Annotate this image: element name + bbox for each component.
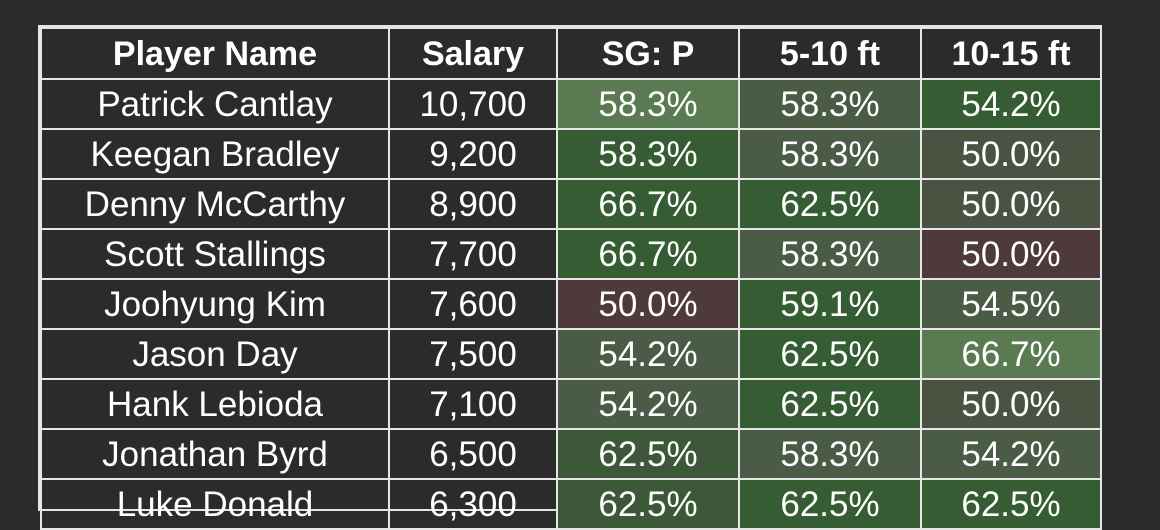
10-15-ft-cell: 50.0%	[920, 178, 1102, 230]
player-name-cell: Denny McCarthy	[40, 178, 390, 230]
5-10-ft-cell: 58.3%	[738, 78, 922, 130]
10-15-ft-cell: 50.0%	[920, 378, 1102, 430]
table-row: Jason Day 7,500 54.2% 62.5% 66.7%	[40, 328, 1102, 380]
salary-cell: 6,300	[388, 478, 558, 530]
salary-cell: 7,500	[388, 328, 558, 380]
sg-p-cell: 58.3%	[556, 128, 740, 180]
sg-p-cell: 62.5%	[556, 428, 740, 480]
10-15-ft-cell: 54.2%	[920, 428, 1102, 480]
5-10-ft-cell: 62.5%	[738, 178, 922, 230]
5-10-ft-cell: 58.3%	[738, 228, 922, 280]
salary-cell: 7,600	[388, 278, 558, 330]
table-row: Joohyung Kim 7,600 50.0% 59.1% 54.5%	[40, 278, 1102, 330]
player-name-cell: Jonathan Byrd	[40, 428, 390, 480]
salary-cell: 6,500	[388, 428, 558, 480]
sg-p-cell: 66.7%	[556, 178, 740, 230]
salary-cell: 10,700	[388, 78, 558, 130]
5-10-ft-cell: 62.5%	[738, 328, 922, 380]
table-row: Hank Lebioda 7,100 54.2% 62.5% 50.0%	[40, 378, 1102, 430]
sg-p-cell: 54.2%	[556, 378, 740, 430]
sg-p-cell: 54.2%	[556, 328, 740, 380]
10-15-ft-cell: 54.5%	[920, 278, 1102, 330]
player-name-cell: Hank Lebioda	[40, 378, 390, 430]
sg-p-cell: 66.7%	[556, 228, 740, 280]
10-15-ft-cell: 54.2%	[920, 78, 1102, 130]
header-salary: Salary	[388, 27, 558, 80]
salary-cell: 7,100	[388, 378, 558, 430]
player-name-cell: Joohyung Kim	[40, 278, 390, 330]
player-name-cell: Scott Stallings	[40, 228, 390, 280]
player-name-cell: Patrick Cantlay	[40, 78, 390, 130]
table-row: Luke Donald 6,300 62.5% 62.5% 62.5%	[40, 478, 1102, 530]
table-row: Denny McCarthy 8,900 66.7% 62.5% 50.0%	[40, 178, 1102, 230]
sg-p-cell: 62.5%	[556, 478, 740, 530]
10-15-ft-cell: 50.0%	[920, 128, 1102, 180]
table-row: Keegan Bradley 9,200 58.3% 58.3% 50.0%	[40, 128, 1102, 180]
header-5-10-ft: 5-10 ft	[738, 27, 922, 80]
header-player-name: Player Name	[40, 27, 390, 80]
10-15-ft-cell: 62.5%	[920, 478, 1102, 530]
5-10-ft-cell: 62.5%	[738, 478, 922, 530]
header-10-15-ft: 10-15 ft	[920, 27, 1102, 80]
table-row: Jonathan Byrd 6,500 62.5% 58.3% 54.2%	[40, 428, 1102, 480]
salary-cell: 9,200	[388, 128, 558, 180]
10-15-ft-cell: 66.7%	[920, 328, 1102, 380]
5-10-ft-cell: 62.5%	[738, 378, 922, 430]
5-10-ft-cell: 58.3%	[738, 128, 922, 180]
player-name-cell: Keegan Bradley	[40, 128, 390, 180]
10-15-ft-cell: 50.0%	[920, 228, 1102, 280]
header-sg-p: SG: P	[556, 27, 740, 80]
player-name-cell: Luke Donald	[40, 478, 390, 530]
salary-cell: 8,900	[388, 178, 558, 230]
sg-p-cell: 50.0%	[556, 278, 740, 330]
salary-cell: 7,700	[388, 228, 558, 280]
5-10-ft-cell: 58.3%	[738, 428, 922, 480]
stats-table-container: Player Name Salary SG: P 5-10 ft 10-15 f…	[38, 25, 1102, 530]
player-name-cell: Jason Day	[40, 328, 390, 380]
header-row: Player Name Salary SG: P 5-10 ft 10-15 f…	[40, 27, 1102, 80]
5-10-ft-cell: 59.1%	[738, 278, 922, 330]
table-row: Scott Stallings 7,700 66.7% 58.3% 50.0%	[40, 228, 1102, 280]
table-row: Patrick Cantlay 10,700 58.3% 58.3% 54.2%	[40, 78, 1102, 130]
sg-p-cell: 58.3%	[556, 78, 740, 130]
player-stats-table: Player Name Salary SG: P 5-10 ft 10-15 f…	[40, 27, 1102, 530]
